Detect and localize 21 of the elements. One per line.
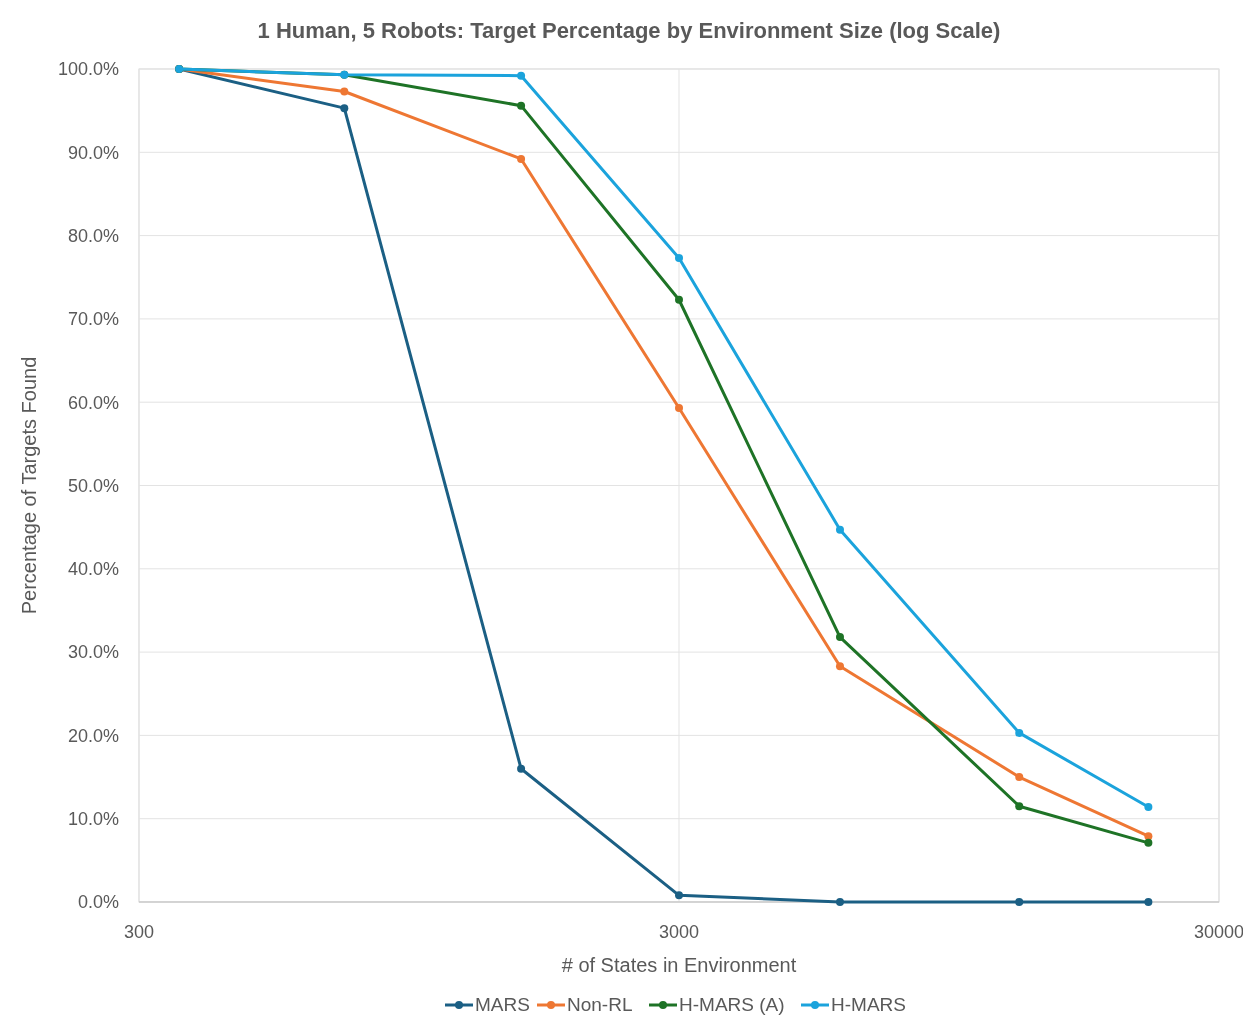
x-tick-label: 3000 (658, 922, 700, 942)
legend-label: Non-RL (567, 994, 633, 1015)
y-tick-label: 60.0% (67, 392, 119, 413)
y-tick-label: 70.0% (67, 309, 119, 330)
legend-label: H-MARS (A) (679, 994, 785, 1015)
y-axis-title: Percentage of Targets Found (18, 356, 40, 615)
x-tick-label: 30000 (1193, 922, 1243, 942)
y-tick-label: 40.0% (67, 559, 119, 580)
y-tick-label: 0.0% (77, 892, 119, 913)
y-tick-label: 30.0% (67, 642, 119, 663)
legend-label: H-MARS (831, 994, 906, 1015)
y-tick-label: 80.0% (67, 225, 119, 246)
y-tick-label: 10.0% (67, 809, 119, 829)
legend-label: MARS (475, 994, 530, 1015)
chart-title: 1 Human, 5 Robots: Target Percentage by Environment Size (log Scale) (257, 18, 1001, 43)
x-tick-label: 300 (123, 922, 155, 942)
y-tick-label: 50.0% (67, 475, 119, 496)
y-tick-label: 20.0% (67, 725, 119, 746)
x-axis-title: # of States in Environment (561, 954, 797, 976)
y-tick-label: 90.0% (67, 142, 119, 163)
y-tick-label: 100.0% (57, 59, 119, 80)
